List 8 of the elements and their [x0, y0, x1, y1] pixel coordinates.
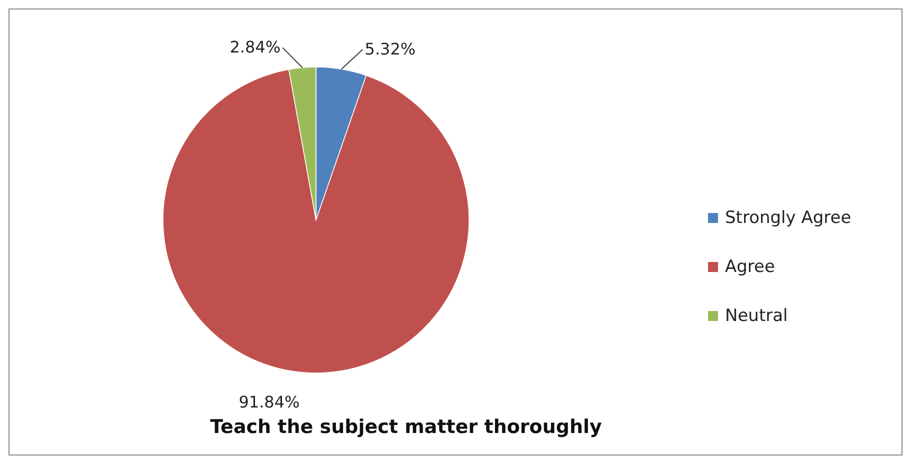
data-label: 5.32% — [364, 39, 416, 58]
pie-slice — [162, 69, 470, 374]
legend-label: Strongly Agree — [725, 208, 852, 228]
data-label: 2.84% — [230, 38, 281, 57]
legend-label: Neutral — [725, 306, 788, 326]
legend-label: Agree — [725, 257, 775, 277]
data-label: 91.84% — [238, 392, 300, 412]
text: Teach the subject matter thoroughly — [210, 416, 602, 438]
